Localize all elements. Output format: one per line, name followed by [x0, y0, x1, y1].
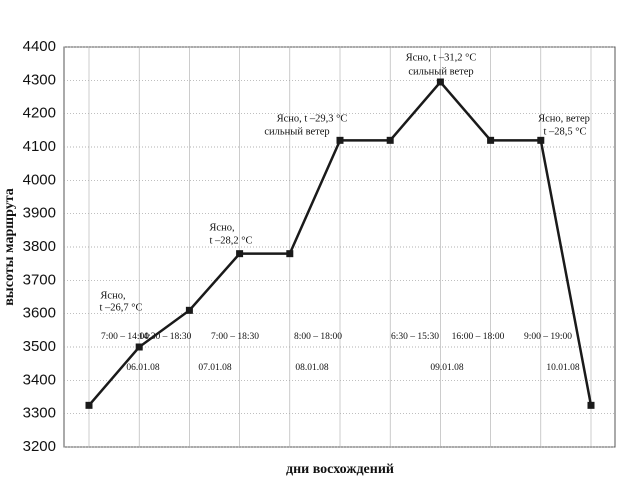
annotation: сильный ветер: [264, 126, 329, 137]
date-label: 10.01.08: [546, 363, 580, 373]
y-tick-label: 3300: [23, 405, 56, 422]
time-label: 16:00 – 18:00: [452, 332, 505, 342]
y-tick-label: 3800: [23, 238, 56, 255]
time-label: 14:30 – 18:30: [139, 332, 192, 342]
y-tick-label: 3400: [23, 371, 56, 388]
point-marker: [587, 401, 595, 409]
time-label: 8:00 – 18:00: [294, 332, 342, 342]
point-marker: [487, 136, 495, 144]
time-label: 6:30 – 15:30: [391, 332, 439, 342]
point-marker: [336, 136, 344, 144]
x-axis-label: дни восхождений: [286, 462, 394, 477]
point-marker: [236, 250, 244, 258]
point-marker: [135, 343, 143, 351]
point-marker: [386, 136, 394, 144]
annotation: Ясно, t –31,2 °C: [406, 52, 477, 63]
time-label: 7:00 – 14:00: [101, 332, 149, 342]
time-label: 7:00 – 18:30: [211, 332, 259, 342]
y-tick-label: 4100: [23, 138, 56, 155]
annotation: Ясно, ветер: [538, 113, 590, 124]
annotation: Ясно,: [209, 222, 234, 233]
annotation: t –28,5 °C: [544, 126, 587, 137]
y-tick-label: 4000: [23, 171, 56, 188]
y-tick-label: 3900: [23, 205, 56, 222]
point-marker: [436, 78, 444, 86]
y-tick-label: 4400: [23, 38, 56, 55]
y-tick-label: 3200: [23, 438, 56, 455]
y-tick-label: 4300: [23, 71, 56, 88]
date-label: 09.01.08: [430, 363, 464, 373]
annotation: сильный ветер: [408, 66, 473, 77]
y-tick-label: 3500: [23, 338, 56, 355]
point-marker: [286, 250, 294, 258]
point-marker: [185, 306, 193, 314]
point-marker: [85, 401, 93, 409]
annotation: Ясно, t –29,3 °C: [277, 113, 348, 124]
y-tick-label: 3600: [23, 305, 56, 322]
point-marker: [537, 136, 545, 144]
annotation: Ясно,: [100, 290, 125, 301]
y-axis-label: высоты маршрута: [2, 188, 17, 306]
y-tick-label: 3700: [23, 271, 56, 288]
date-label: 07.01.08: [198, 363, 232, 373]
y-tick-label: 4200: [23, 105, 56, 122]
annotation: t –28,2 °C: [210, 235, 253, 246]
date-label: 08.01.08: [295, 363, 329, 373]
annotation: t –26,7 °C: [100, 302, 143, 313]
date-label: 06.01.08: [126, 363, 160, 373]
time-label: 9:00 – 19:00: [524, 332, 572, 342]
